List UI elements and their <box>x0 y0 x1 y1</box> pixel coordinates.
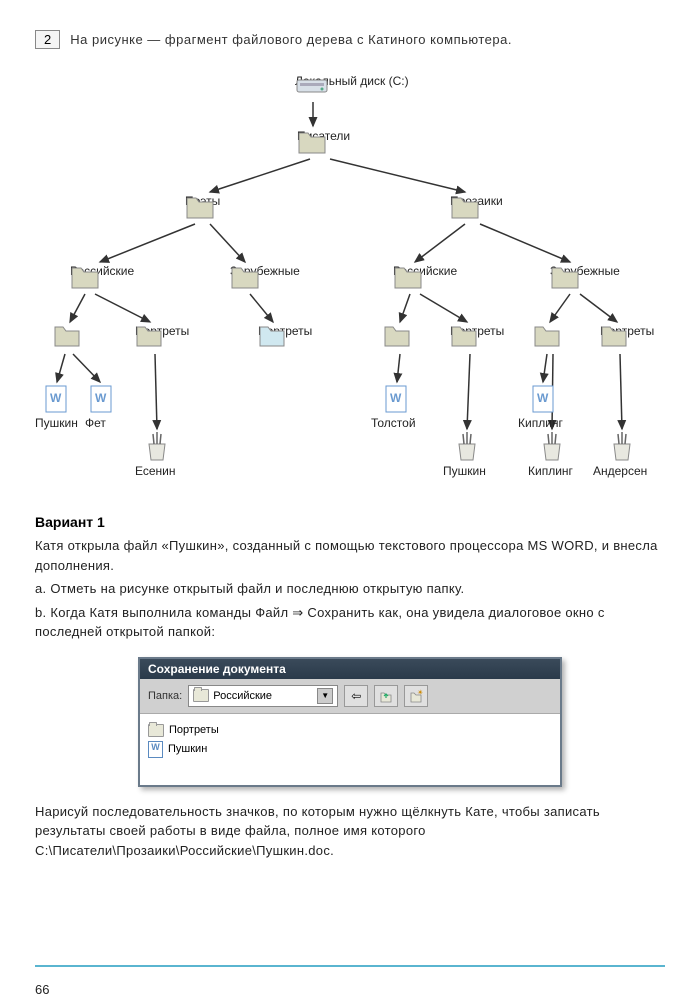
save-dialog: Сохранение документа Папка: Российские ▼… <box>138 657 562 787</box>
tolstoy-label: Толстой <box>371 416 416 430</box>
folder-dropdown[interactable]: Российские ▼ <box>188 685 338 707</box>
fet-label: Фет <box>85 416 106 430</box>
word-doc-icon: W <box>148 741 163 758</box>
pushkin2-label: Пушкин <box>443 464 486 478</box>
chevron-down-icon: ▼ <box>317 688 333 704</box>
dialog-body: Портреты W Пушкин <box>140 714 560 785</box>
intro-text: На рисунке — фрагмент файлового дерева с… <box>70 32 512 47</box>
esenin-label: Есенин <box>135 464 176 478</box>
folder-icon <box>533 324 561 348</box>
pencil-cup-icon <box>608 432 636 462</box>
folder-icon <box>450 324 478 348</box>
foreign1-node: Зарубежные <box>230 264 300 278</box>
folder-icon <box>70 264 100 290</box>
folder-icon <box>185 194 215 220</box>
folder-label: Папка: <box>148 690 182 702</box>
word-doc-icon: W <box>43 384 69 414</box>
folder-value: Российские <box>213 690 272 702</box>
new-folder-button[interactable]: ✴ <box>404 685 428 707</box>
file-tree-diagram: Локальный диск (С:) Писатели Поэты Проза… <box>35 64 665 504</box>
word-doc-icon: W <box>383 384 409 414</box>
item-b: b. Когда Катя выполнила команды Файл ⇒ С… <box>35 603 665 642</box>
page-number: 66 <box>35 982 49 997</box>
header: 2 На рисунке — фрагмент файлового дерева… <box>35 30 665 49</box>
up-button[interactable] <box>374 685 398 707</box>
new-folder-icon: ✴ <box>409 689 423 703</box>
item-label: Портреты <box>169 724 219 736</box>
folder-icon <box>600 324 628 348</box>
portraits1-node: Портреты <box>135 324 189 338</box>
back-button[interactable]: ⇦ <box>344 685 368 707</box>
word-doc-icon: W <box>88 384 114 414</box>
svg-text:W: W <box>390 391 402 405</box>
up-folder-icon <box>379 689 393 703</box>
folder-icon <box>148 724 164 737</box>
andersen-label: Андерсен <box>593 464 647 478</box>
pencil-cup-icon <box>453 432 481 462</box>
portraits4-node: Портреты <box>600 324 654 338</box>
poets-node: Поэты <box>185 194 220 208</box>
disk-node: Локальный диск (С:) <box>295 74 409 88</box>
pencil-cup-icon <box>538 432 566 462</box>
disk-icon <box>295 74 329 98</box>
folder-icon <box>230 264 260 290</box>
folder-icon <box>135 324 163 348</box>
item-label: Пушкин <box>168 743 207 755</box>
pencil-cup-icon <box>143 432 171 462</box>
dialog-title: Сохранение документа <box>140 659 560 679</box>
kipling-label: Киплинг <box>518 416 563 430</box>
folder-icon <box>258 324 286 348</box>
svg-text:W: W <box>537 391 549 405</box>
svg-text:W: W <box>50 391 62 405</box>
paragraph-1: Катя открыла файл «Пушкин», созданный с … <box>35 536 665 575</box>
paragraph-last: Нарисуй последовательность значков, по к… <box>35 802 665 861</box>
dialog-toolbar: Папка: Российские ▼ ⇦ ✴ <box>140 679 560 714</box>
kipling2-label: Киплинг <box>528 464 573 478</box>
russian1-node: Российские <box>70 264 134 278</box>
foreign2-node: Зарубежные <box>550 264 620 278</box>
folder-icon <box>53 324 81 348</box>
prose-node: Прозаики <box>450 194 503 208</box>
writers-node: Писатели <box>297 129 350 143</box>
folder-icon <box>383 324 411 348</box>
folder-icon <box>193 689 209 702</box>
list-item[interactable]: W Пушкин <box>148 739 552 760</box>
page: 2 На рисунке — фрагмент файлового дерева… <box>0 0 700 1007</box>
list-item[interactable]: Портреты <box>148 722 552 739</box>
svg-text:W: W <box>95 391 107 405</box>
footer-rule <box>35 965 665 967</box>
folder-icon <box>450 194 480 220</box>
word-doc-icon: W <box>530 384 556 414</box>
task-number: 2 <box>35 30 60 49</box>
folder-icon <box>297 129 327 155</box>
item-a: a. Отметь на рисунке открытый файл и пос… <box>35 579 665 599</box>
svg-text:✴: ✴ <box>417 689 423 697</box>
portraits3-node: Портреты <box>450 324 504 338</box>
portraits2-node: Портреты <box>258 324 312 338</box>
folder-icon <box>393 264 423 290</box>
variant-title: Вариант 1 <box>35 514 665 530</box>
russian2-node: Российские <box>393 264 457 278</box>
pushkin-label: Пушкин <box>35 416 78 430</box>
folder-icon <box>550 264 580 290</box>
